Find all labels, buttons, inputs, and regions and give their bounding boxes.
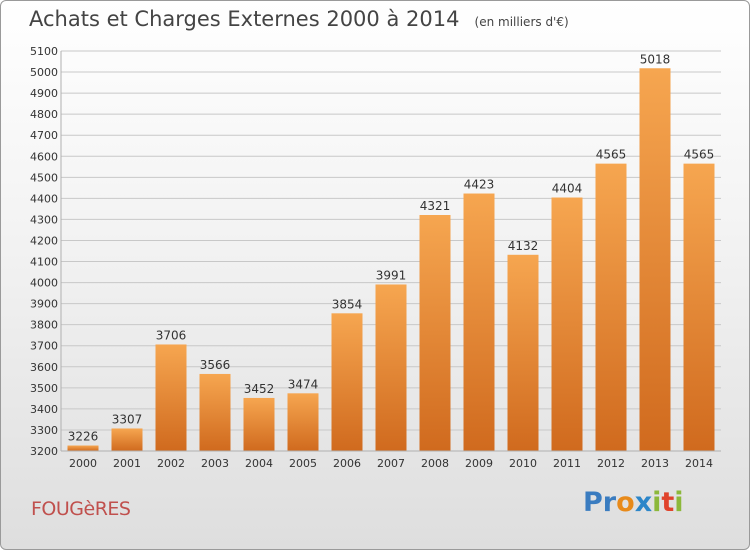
x-tick-label: 2003 [201, 457, 229, 470]
y-tick-label: 5100 [30, 45, 58, 58]
x-tick-label: 2000 [69, 457, 97, 470]
data-labels: 3226 3307 3706 3566 3452 3474 3854 3991 4321 4423… [68, 52, 715, 443]
bar-value-label: 3452 [244, 382, 275, 396]
x-tick-label: 2012 [597, 457, 625, 470]
proxiti-logo[interactable]: Proxiti [583, 487, 684, 518]
bar [375, 284, 407, 451]
bar-value-label: 3566 [200, 358, 231, 372]
bar [507, 254, 539, 451]
y-tick-label: 4600 [30, 150, 58, 163]
x-tick-label: 2002 [157, 457, 185, 470]
logo-letter: x [634, 487, 653, 518]
bar-value-label: 3991 [376, 268, 407, 282]
bar [111, 428, 143, 451]
y-tick-label: 4500 [30, 171, 58, 184]
y-tick-label: 5000 [30, 66, 58, 79]
bar [199, 373, 231, 451]
bars [67, 68, 715, 452]
y-tick-label: 4300 [30, 213, 58, 226]
x-tick-label: 2005 [289, 457, 317, 470]
y-tick-label: 3600 [30, 361, 58, 374]
x-tick-label: 2009 [465, 457, 493, 470]
bar-value-label: 3706 [156, 328, 187, 342]
bar-value-label: 4565 [684, 148, 715, 162]
x-axis-ticks: 2000 2001 2002 2003 2004 2005 2006 2007 2008 2009… [61, 450, 721, 470]
bar [67, 445, 99, 451]
logo-letter: r [602, 487, 617, 518]
y-tick-label: 3900 [30, 298, 58, 311]
y-axis-ticks: 3200 3300 3400 3500 3600 3700 3800 3900 4000 4100… [30, 45, 58, 458]
bar-value-label: 5018 [640, 52, 671, 66]
y-tick-label: 4800 [30, 108, 58, 121]
bar-value-label: 3474 [288, 377, 319, 391]
x-tick-label: 2006 [333, 457, 361, 470]
bar [463, 193, 495, 452]
x-tick-label: 2001 [113, 457, 141, 470]
x-tick-label: 2010 [509, 457, 537, 470]
logo-letter: t [661, 487, 675, 518]
y-tick-label: 3400 [30, 403, 58, 416]
chart-title-text: Achats et Charges Externes 2000 à 2014 [29, 7, 460, 31]
bar-value-label: 3226 [68, 430, 99, 444]
y-tick-label: 4100 [30, 256, 58, 269]
bar-value-label: 3854 [332, 297, 363, 311]
y-tick-label: 4200 [30, 234, 58, 247]
bar [683, 163, 715, 451]
bar-value-label: 4423 [464, 178, 495, 192]
chart-unit-text: (en milliers d'€) [474, 15, 569, 29]
y-tick-label: 4700 [30, 129, 58, 142]
bar [419, 215, 451, 451]
y-tick-label: 3800 [30, 319, 58, 332]
logo-letter: i [652, 487, 662, 518]
logo-letter: P [583, 487, 603, 518]
x-tick-label: 2014 [685, 457, 713, 470]
y-tick-label: 3500 [30, 382, 58, 395]
logo-letter: i [674, 487, 684, 518]
town-name: FOUGèRES [31, 498, 131, 520]
bar [551, 197, 583, 451]
chart-title: Achats et Charges Externes 2000 à 2014 (… [29, 7, 569, 31]
bar [243, 397, 275, 451]
y-tick-label: 4000 [30, 277, 58, 290]
y-tick-label: 3200 [30, 445, 58, 458]
bar-value-label: 4404 [552, 182, 583, 196]
bar-value-label: 4132 [508, 239, 539, 253]
bar [287, 393, 319, 451]
bar [639, 68, 671, 452]
x-tick-label: 2007 [377, 457, 405, 470]
logo-letter: o [616, 487, 635, 518]
bar-value-label: 4321 [420, 199, 451, 213]
bar-value-label: 4565 [596, 148, 627, 162]
y-tick-label: 3700 [30, 340, 58, 353]
y-tick-label: 4900 [30, 87, 58, 100]
y-tick-label: 3300 [30, 424, 58, 437]
y-tick-label: 4400 [30, 192, 58, 205]
bar [155, 344, 187, 451]
x-tick-label: 2004 [245, 457, 273, 470]
x-tick-label: 2008 [421, 457, 449, 470]
bar [595, 163, 627, 451]
bar-value-label: 3307 [112, 412, 143, 426]
x-tick-label: 2011 [553, 457, 581, 470]
bar [331, 313, 363, 451]
x-tick-label: 2013 [641, 457, 669, 470]
